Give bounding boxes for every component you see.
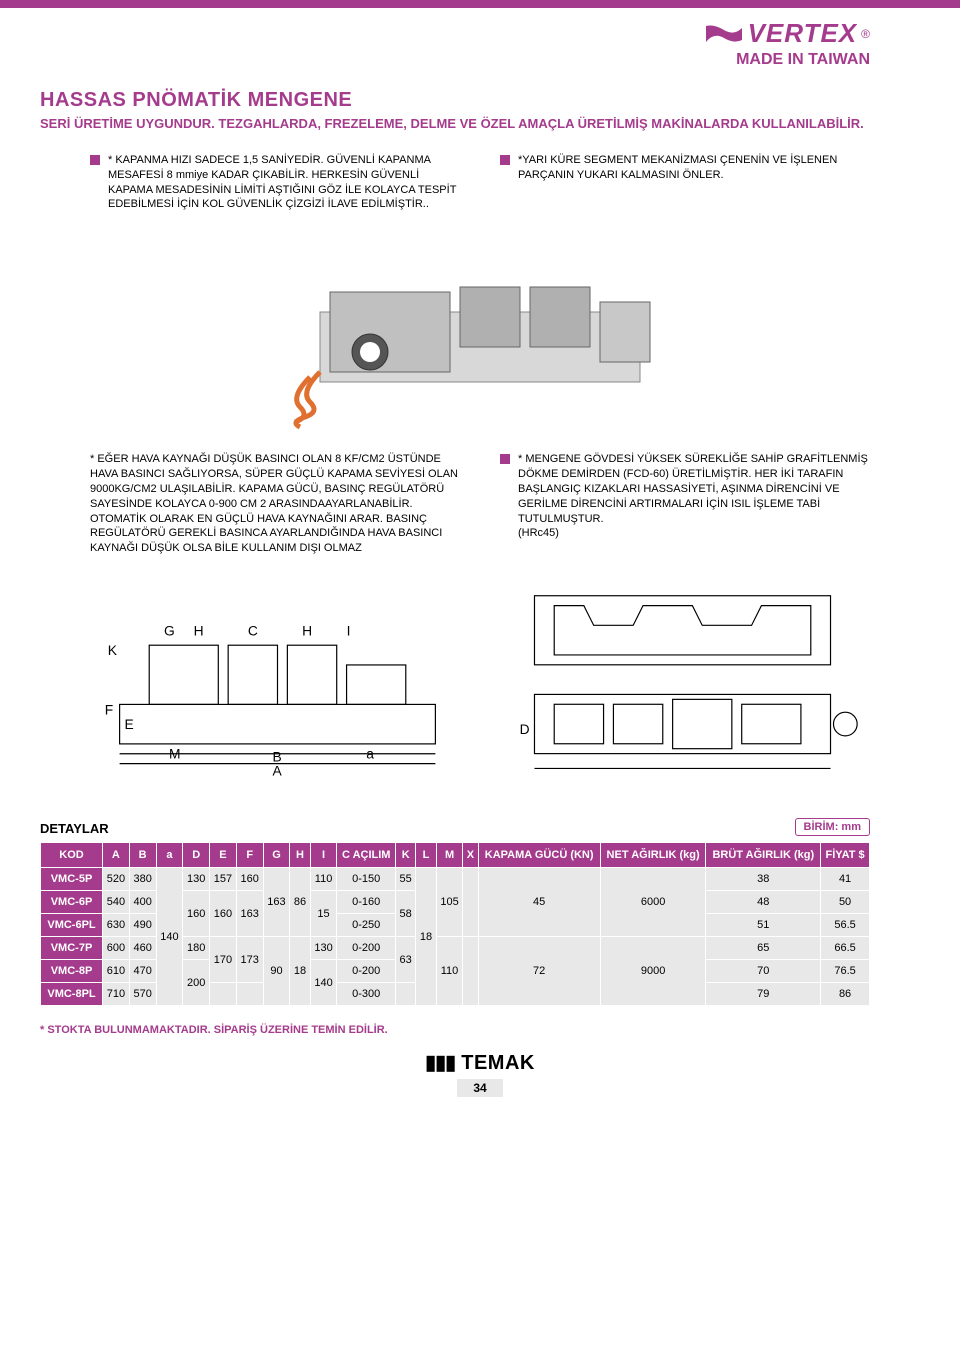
diagram-front-top: D xyxy=(495,576,870,798)
col-brut: BRÜT AĞIRLIK (kg) xyxy=(706,843,821,868)
vertex-logo: VERTEX® xyxy=(704,18,870,49)
features-top: * KAPANMA HIZI SADECE 1,5 SANİYEDİR. GÜV… xyxy=(0,133,960,222)
col-a: A xyxy=(103,843,130,868)
svg-text:a: a xyxy=(366,746,374,762)
svg-text:I: I xyxy=(347,622,351,638)
subtitle: SERİ ÜRETİME UYGUNDUR. TEZGAHLARDA, FREZ… xyxy=(40,116,920,133)
col-e: E xyxy=(210,843,237,868)
svg-text:E: E xyxy=(125,716,134,732)
col-f: F xyxy=(236,843,263,868)
col-b: B xyxy=(129,843,156,868)
page-title: HASSAS PNÖMATİK MENGENE xyxy=(40,89,920,112)
feature-2-text: *YARI KÜRE SEGMENT MEKANİZMASI ÇENENİN V… xyxy=(518,153,870,183)
svg-text:K: K xyxy=(108,642,118,658)
header: VERTEX® MADE IN TAIWAN xyxy=(0,8,960,69)
details-header: DETAYLAR BİRİM: mm xyxy=(0,818,960,842)
technical-diagrams: G H C H I K F E M B a A xyxy=(0,576,960,818)
svg-text:D: D xyxy=(520,721,530,737)
brand-name: VERTEX xyxy=(748,18,858,49)
svg-text:G: G xyxy=(164,622,175,638)
made-in: MADE IN TAIWAN xyxy=(40,51,870,69)
svg-text:M: M xyxy=(169,746,181,762)
footer: ▮▮▮ TEMAK 34 xyxy=(0,1036,960,1107)
col-m: M xyxy=(436,843,463,868)
col-net: NET AĞIRLIK (kg) xyxy=(600,843,706,868)
col-c: C AÇILIM xyxy=(337,843,396,868)
bullet-icon xyxy=(500,155,510,165)
stock-note: * STOKTA BULUNMAMAKTADIR. SİPARİŞ ÜZERİN… xyxy=(0,1006,960,1036)
feature-4: * MENGENE GÖVDESİ YÜKSEK SÜREKLİĞE SAHİP… xyxy=(500,452,870,541)
product-image xyxy=(0,222,960,452)
svg-text:A: A xyxy=(273,762,283,778)
svg-text:C: C xyxy=(248,622,258,638)
details-label: DETAYLAR xyxy=(40,821,109,836)
feature-1-text: * KAPANMA HIZI SADECE 1,5 SANİYEDİR. GÜV… xyxy=(108,153,460,212)
feature-2: *YARI KÜRE SEGMENT MEKANİZMASI ÇENENİN V… xyxy=(500,153,870,183)
feature-3: * EĞER HAVA KAYNAĞI DÜŞÜK BASINCI OLAN 8… xyxy=(90,452,460,556)
vertex-icon xyxy=(704,22,744,46)
svg-text:F: F xyxy=(105,701,113,717)
bullet-icon xyxy=(500,454,510,464)
features-mid: * EĞER HAVA KAYNAĞI DÜŞÜK BASINCI OLAN 8… xyxy=(0,452,960,576)
col-kod: KOD xyxy=(41,843,103,868)
col-h: H xyxy=(290,843,310,868)
spec-table: KOD A B a D E F G H I C AÇILIM K L M X K… xyxy=(40,842,870,1006)
feature-1: * KAPANMA HIZI SADECE 1,5 SANİYEDİR. GÜV… xyxy=(90,153,460,212)
svg-text:H: H xyxy=(302,622,312,638)
feature-3-text: * EĞER HAVA KAYNAĞI DÜŞÜK BASINCI OLAN 8… xyxy=(90,452,460,556)
spec-table-wrap: KOD A B a D E F G H I C AÇILIM K L M X K… xyxy=(0,842,960,1006)
col-force: KAPAMA GÜCÜ (KN) xyxy=(478,843,600,868)
col-price: FİYAT $ xyxy=(821,843,870,868)
col-k: K xyxy=(396,843,416,868)
table-row: VMC-5P 520 380 140 130 157 160 163 86 11… xyxy=(41,868,870,891)
col-l: L xyxy=(416,843,436,868)
col-x: X xyxy=(463,843,478,868)
page-number: 34 xyxy=(457,1079,502,1097)
svg-text:H: H xyxy=(194,622,204,638)
diagram-side-view: G H C H I K F E M B a A xyxy=(90,586,465,788)
unit-badge: BİRİM: mm xyxy=(795,818,870,836)
col-g: G xyxy=(263,843,290,868)
col-a2: a xyxy=(156,843,183,868)
top-band xyxy=(0,0,960,8)
footer-brand: ▮▮▮ TEMAK xyxy=(425,1050,535,1075)
col-d: D xyxy=(183,843,210,868)
feature-4-text: * MENGENE GÖVDESİ YÜKSEK SÜREKLİĞE SAHİP… xyxy=(518,452,870,541)
bullet-icon xyxy=(90,155,100,165)
col-i: I xyxy=(310,843,337,868)
